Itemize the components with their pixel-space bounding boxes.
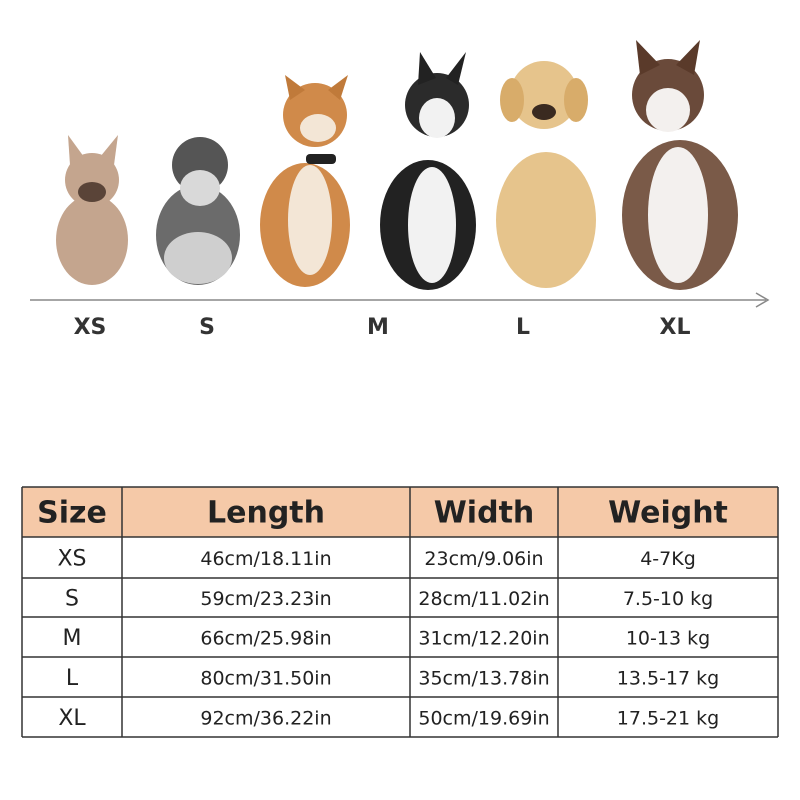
table-cell: 31cm/12.20in [418,628,549,650]
size-label: M [367,315,389,340]
header-background [22,487,778,537]
table-cell: 35cm/13.78in [418,668,549,690]
table-cell: 4-7Kg [640,548,696,570]
dog-golden [496,61,596,288]
table-cell: 28cm/11.02in [418,588,549,610]
table-cell: 80cm/31.50in [200,668,331,690]
table-cell: L [66,666,79,691]
table-cell: 23cm/9.06in [424,548,543,570]
table-cell: XS [57,547,86,572]
header-cell: Weight [608,496,728,531]
size-label: XL [660,315,691,340]
table-cell: M [63,626,82,651]
dogs [56,40,738,290]
size-label: XS [74,315,107,340]
dog-xl-malamute [622,40,738,290]
table-cell: S [65,587,79,612]
table-cell: 46cm/18.11in [200,548,331,570]
size-label: S [199,315,215,340]
table-cell: 92cm/36.22in [200,708,331,730]
dog-s [156,137,240,285]
size-label: L [516,315,530,340]
dog-l-husky [380,52,476,290]
table-cell: 13.5-17 kg [617,668,719,690]
table-cell: 50cm/19.69in [418,708,549,730]
table-cell: XL [58,706,86,731]
header-cell: Width [434,496,535,531]
table-cell: 66cm/25.98in [200,628,331,650]
dog-xs [56,135,128,285]
table-cell: 10-13 kg [626,628,710,650]
table-cell: 59cm/23.23in [200,588,331,610]
header-cell: Length [207,496,325,531]
table-cell: 7.5-10 kg [623,588,713,610]
header-cell: Size [37,496,107,531]
table-cell: 17.5-21 kg [617,708,719,730]
arrow-head [755,292,770,308]
dog-m [260,75,350,287]
